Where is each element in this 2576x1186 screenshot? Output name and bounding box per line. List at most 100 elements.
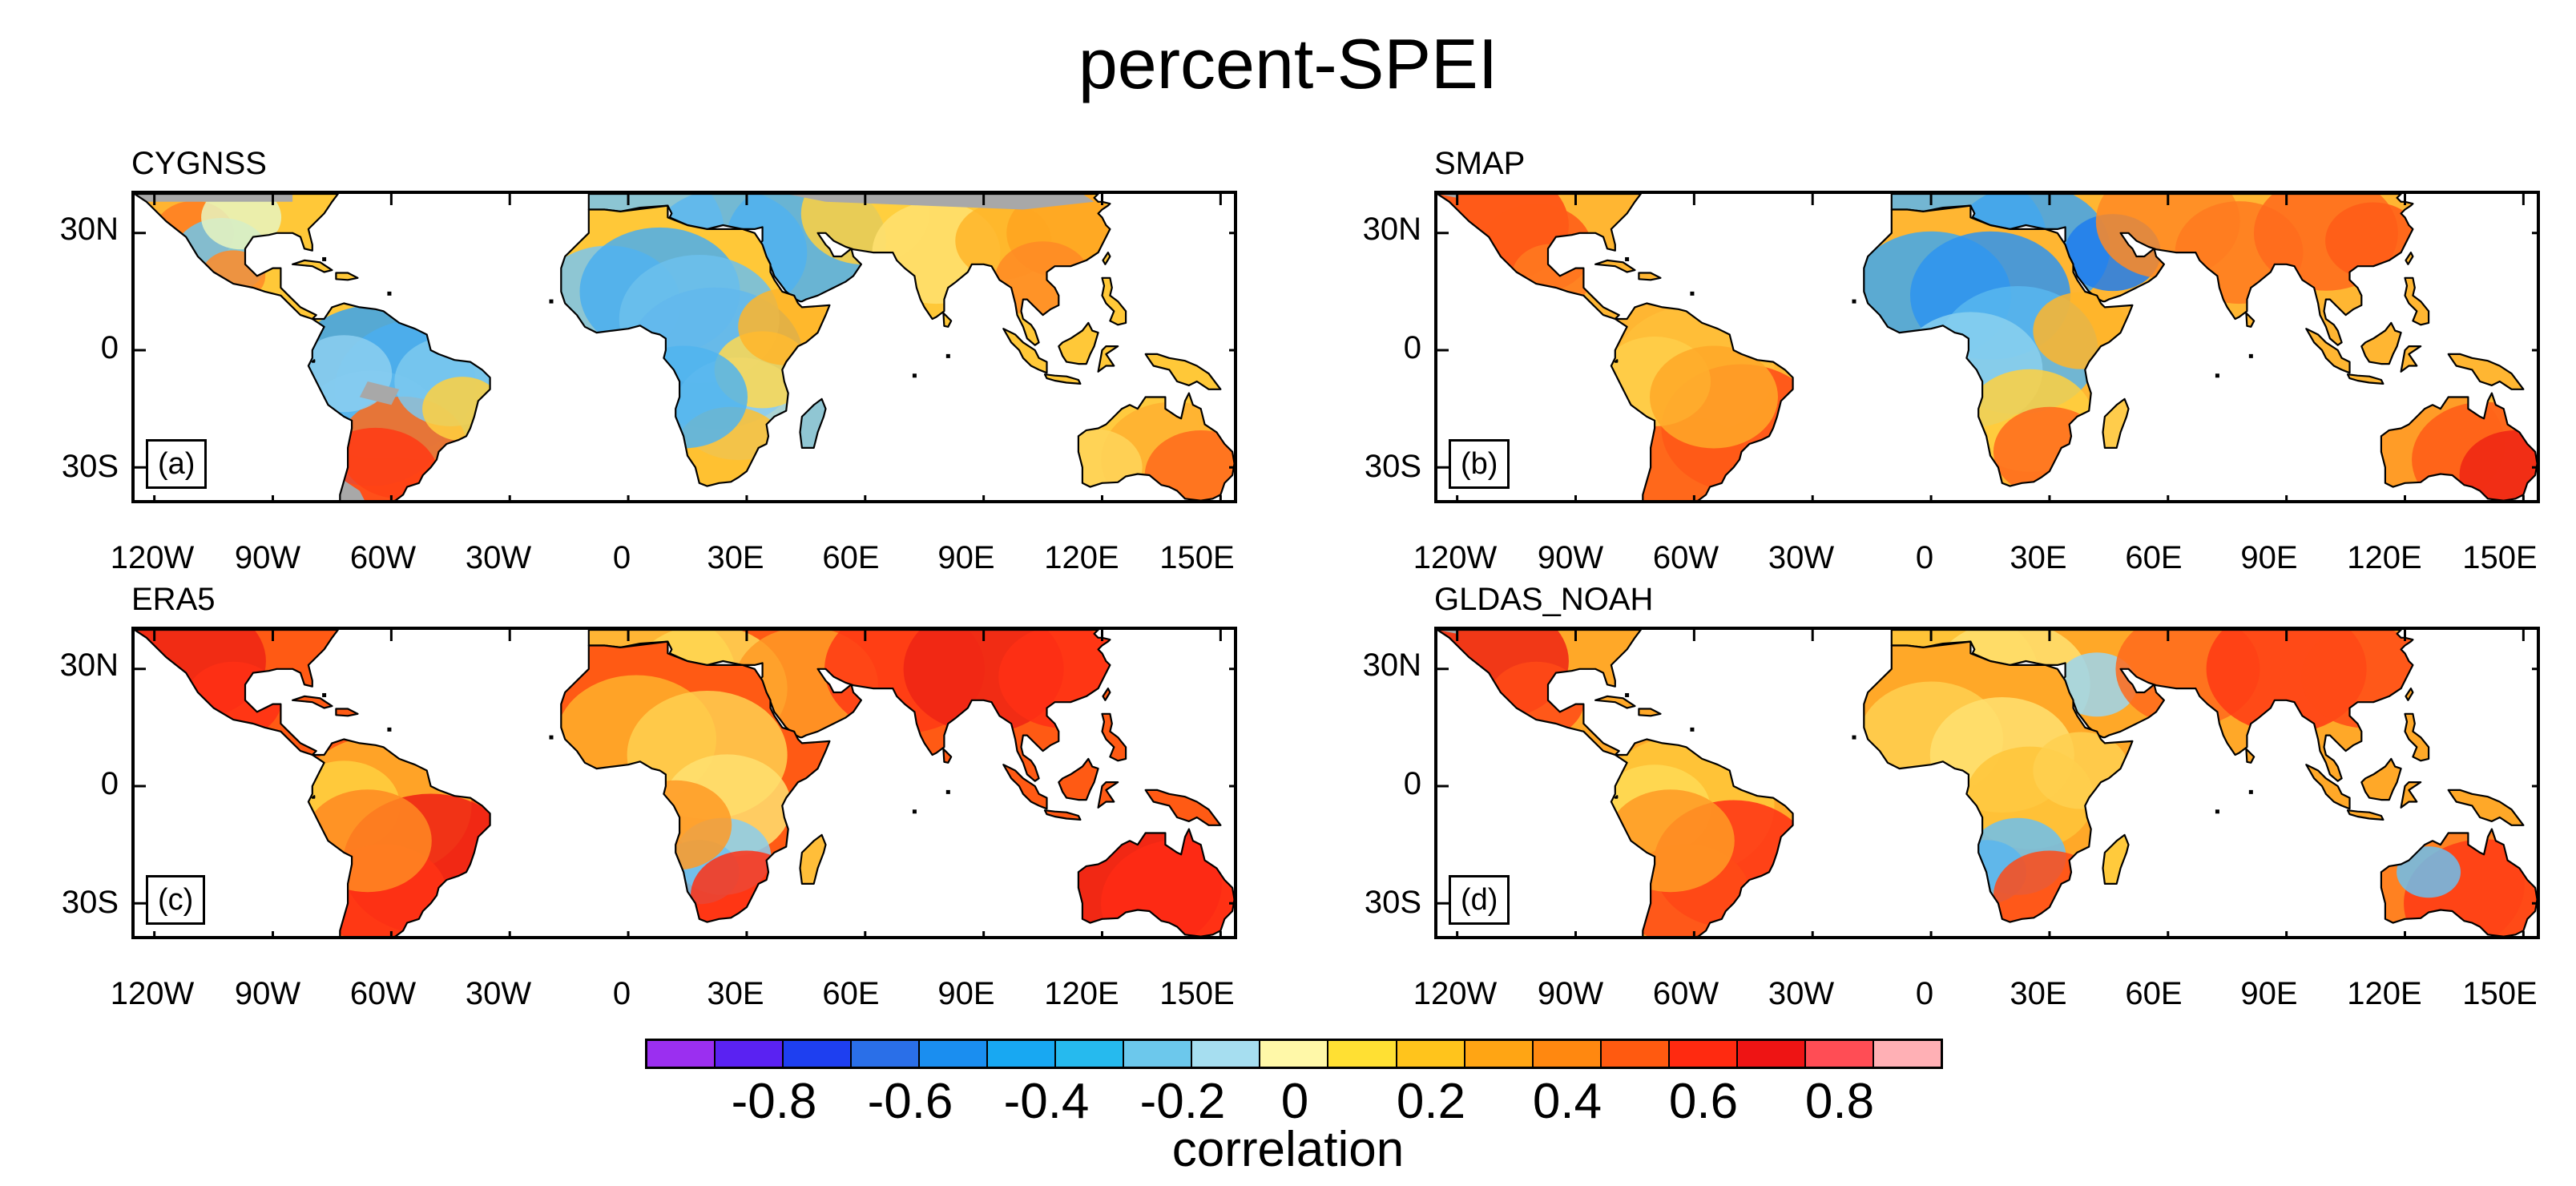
land-fill	[2348, 810, 2384, 820]
coastline	[2102, 397, 2130, 449]
coastline	[1101, 276, 1127, 326]
lon-tick-label: 60W	[1652, 540, 1719, 575]
land-java	[2348, 810, 2384, 820]
colorbar-swatch	[920, 1041, 989, 1067]
coastline	[1638, 708, 1662, 717]
land-java	[1045, 810, 1081, 820]
correlation-patch	[1611, 789, 1735, 893]
coastline	[942, 748, 953, 764]
coastline	[1102, 251, 1111, 265]
lon-tick-label: 120W	[110, 976, 195, 1011]
coastline	[2405, 251, 2414, 265]
land-fill	[336, 272, 358, 280]
land-taiwan	[2405, 688, 2413, 700]
lat-tick-label: 30S	[1364, 449, 1421, 484]
coastline	[2447, 789, 2525, 826]
small-island	[912, 809, 917, 814]
lon-tick-label: 60E	[822, 540, 880, 575]
coastline	[2245, 312, 2256, 328]
lat-tick-label: 30N	[59, 212, 119, 247]
colorbar-swatch	[1873, 1041, 1941, 1067]
colorbar-tick-label: 0.6	[1668, 1074, 1739, 1129]
correlation-patch	[619, 780, 732, 870]
land-fill	[1045, 810, 1081, 820]
lon-tick-label: 150E	[1159, 540, 1235, 575]
small-island	[2248, 789, 2253, 794]
coastline	[1594, 695, 1636, 709]
coastline	[1863, 204, 2134, 487]
coastline	[1101, 712, 1127, 762]
colorbar-swatch	[988, 1041, 1057, 1067]
lon-tick-label: 90W	[1537, 540, 1604, 575]
lon-tick-label: 60E	[2125, 540, 2183, 575]
coastline	[1043, 373, 1082, 385]
coastline	[1437, 630, 1642, 756]
correlation-patch	[185, 661, 282, 739]
lat-tick-label: 0	[1403, 766, 1421, 801]
lon-tick-label: 30E	[707, 976, 764, 1011]
colorbar-swatch	[1124, 1041, 1193, 1067]
land-taiwan	[2405, 252, 2413, 264]
coastline	[1102, 687, 1111, 701]
correlation-patch	[1993, 850, 2106, 922]
correlation-patch	[2397, 846, 2461, 898]
correlation-patch	[2033, 292, 2130, 369]
coastline	[1610, 738, 1794, 936]
lon-tick-label: 30E	[2010, 540, 2067, 575]
colorbar-swatch	[1192, 1041, 1261, 1067]
colorbar-swatch	[784, 1041, 853, 1067]
panel-label: (d)	[1449, 875, 1510, 925]
colorbar-swatch	[1056, 1041, 1125, 1067]
map-canvas	[135, 630, 1234, 936]
panel-title: ERA5	[131, 582, 216, 617]
coastline	[2346, 809, 2385, 821]
lon-tick-label: 90W	[234, 540, 301, 575]
missing-data-area	[786, 194, 1094, 210]
coastline	[942, 312, 953, 328]
lon-tick-label: 60W	[349, 540, 417, 575]
small-island	[387, 291, 392, 296]
correlation-patch	[2102, 834, 2129, 884]
lon-tick-label: 90E	[937, 976, 995, 1011]
small-island	[387, 727, 392, 732]
missing-data-area	[1437, 630, 1457, 634]
lon-tick-label: 60W	[1652, 976, 1719, 1011]
figure-title: percent-SPEI	[1078, 24, 1498, 103]
lon-tick-label: 120W	[110, 540, 195, 575]
coastline	[1043, 809, 1082, 821]
small-island	[1625, 256, 1630, 261]
lon-tick-label: 30E	[2010, 976, 2067, 1011]
land-sriLanka	[943, 313, 952, 327]
lon-tick-label: 120W	[1413, 540, 1498, 575]
small-island	[549, 735, 554, 740]
land-java	[2348, 374, 2384, 384]
correlation-patch	[1993, 406, 2106, 486]
lon-tick-label: 60E	[822, 976, 880, 1011]
coastline	[1002, 764, 1048, 810]
small-island	[2248, 353, 2253, 358]
correlation-patch	[800, 834, 826, 884]
lon-tick-label: 90E	[937, 540, 995, 575]
land-fill	[1639, 708, 1661, 716]
land-fill	[1103, 252, 1111, 264]
small-island	[912, 373, 917, 378]
coastline	[307, 302, 491, 500]
land-sriLanka	[2246, 313, 2255, 327]
land-hispaniola	[1639, 272, 1661, 280]
coastline	[2102, 833, 2130, 885]
coastline	[799, 397, 827, 449]
coastline	[2400, 781, 2422, 809]
lon-tick-label: 120E	[1044, 540, 1119, 575]
small-island	[1625, 692, 1630, 697]
coastline	[135, 630, 339, 756]
small-island	[1852, 299, 1856, 304]
colorbar-title: correlation	[1171, 1122, 1405, 1177]
coastline	[2404, 712, 2430, 762]
small-island	[2215, 809, 2219, 814]
colorbar-swatch	[1465, 1041, 1534, 1067]
map-canvas	[1437, 630, 2537, 936]
correlation-patch	[2102, 398, 2129, 448]
small-island	[945, 789, 950, 794]
coastline	[1058, 757, 1099, 801]
colorbar-tick-label: -0.8	[731, 1074, 817, 1129]
